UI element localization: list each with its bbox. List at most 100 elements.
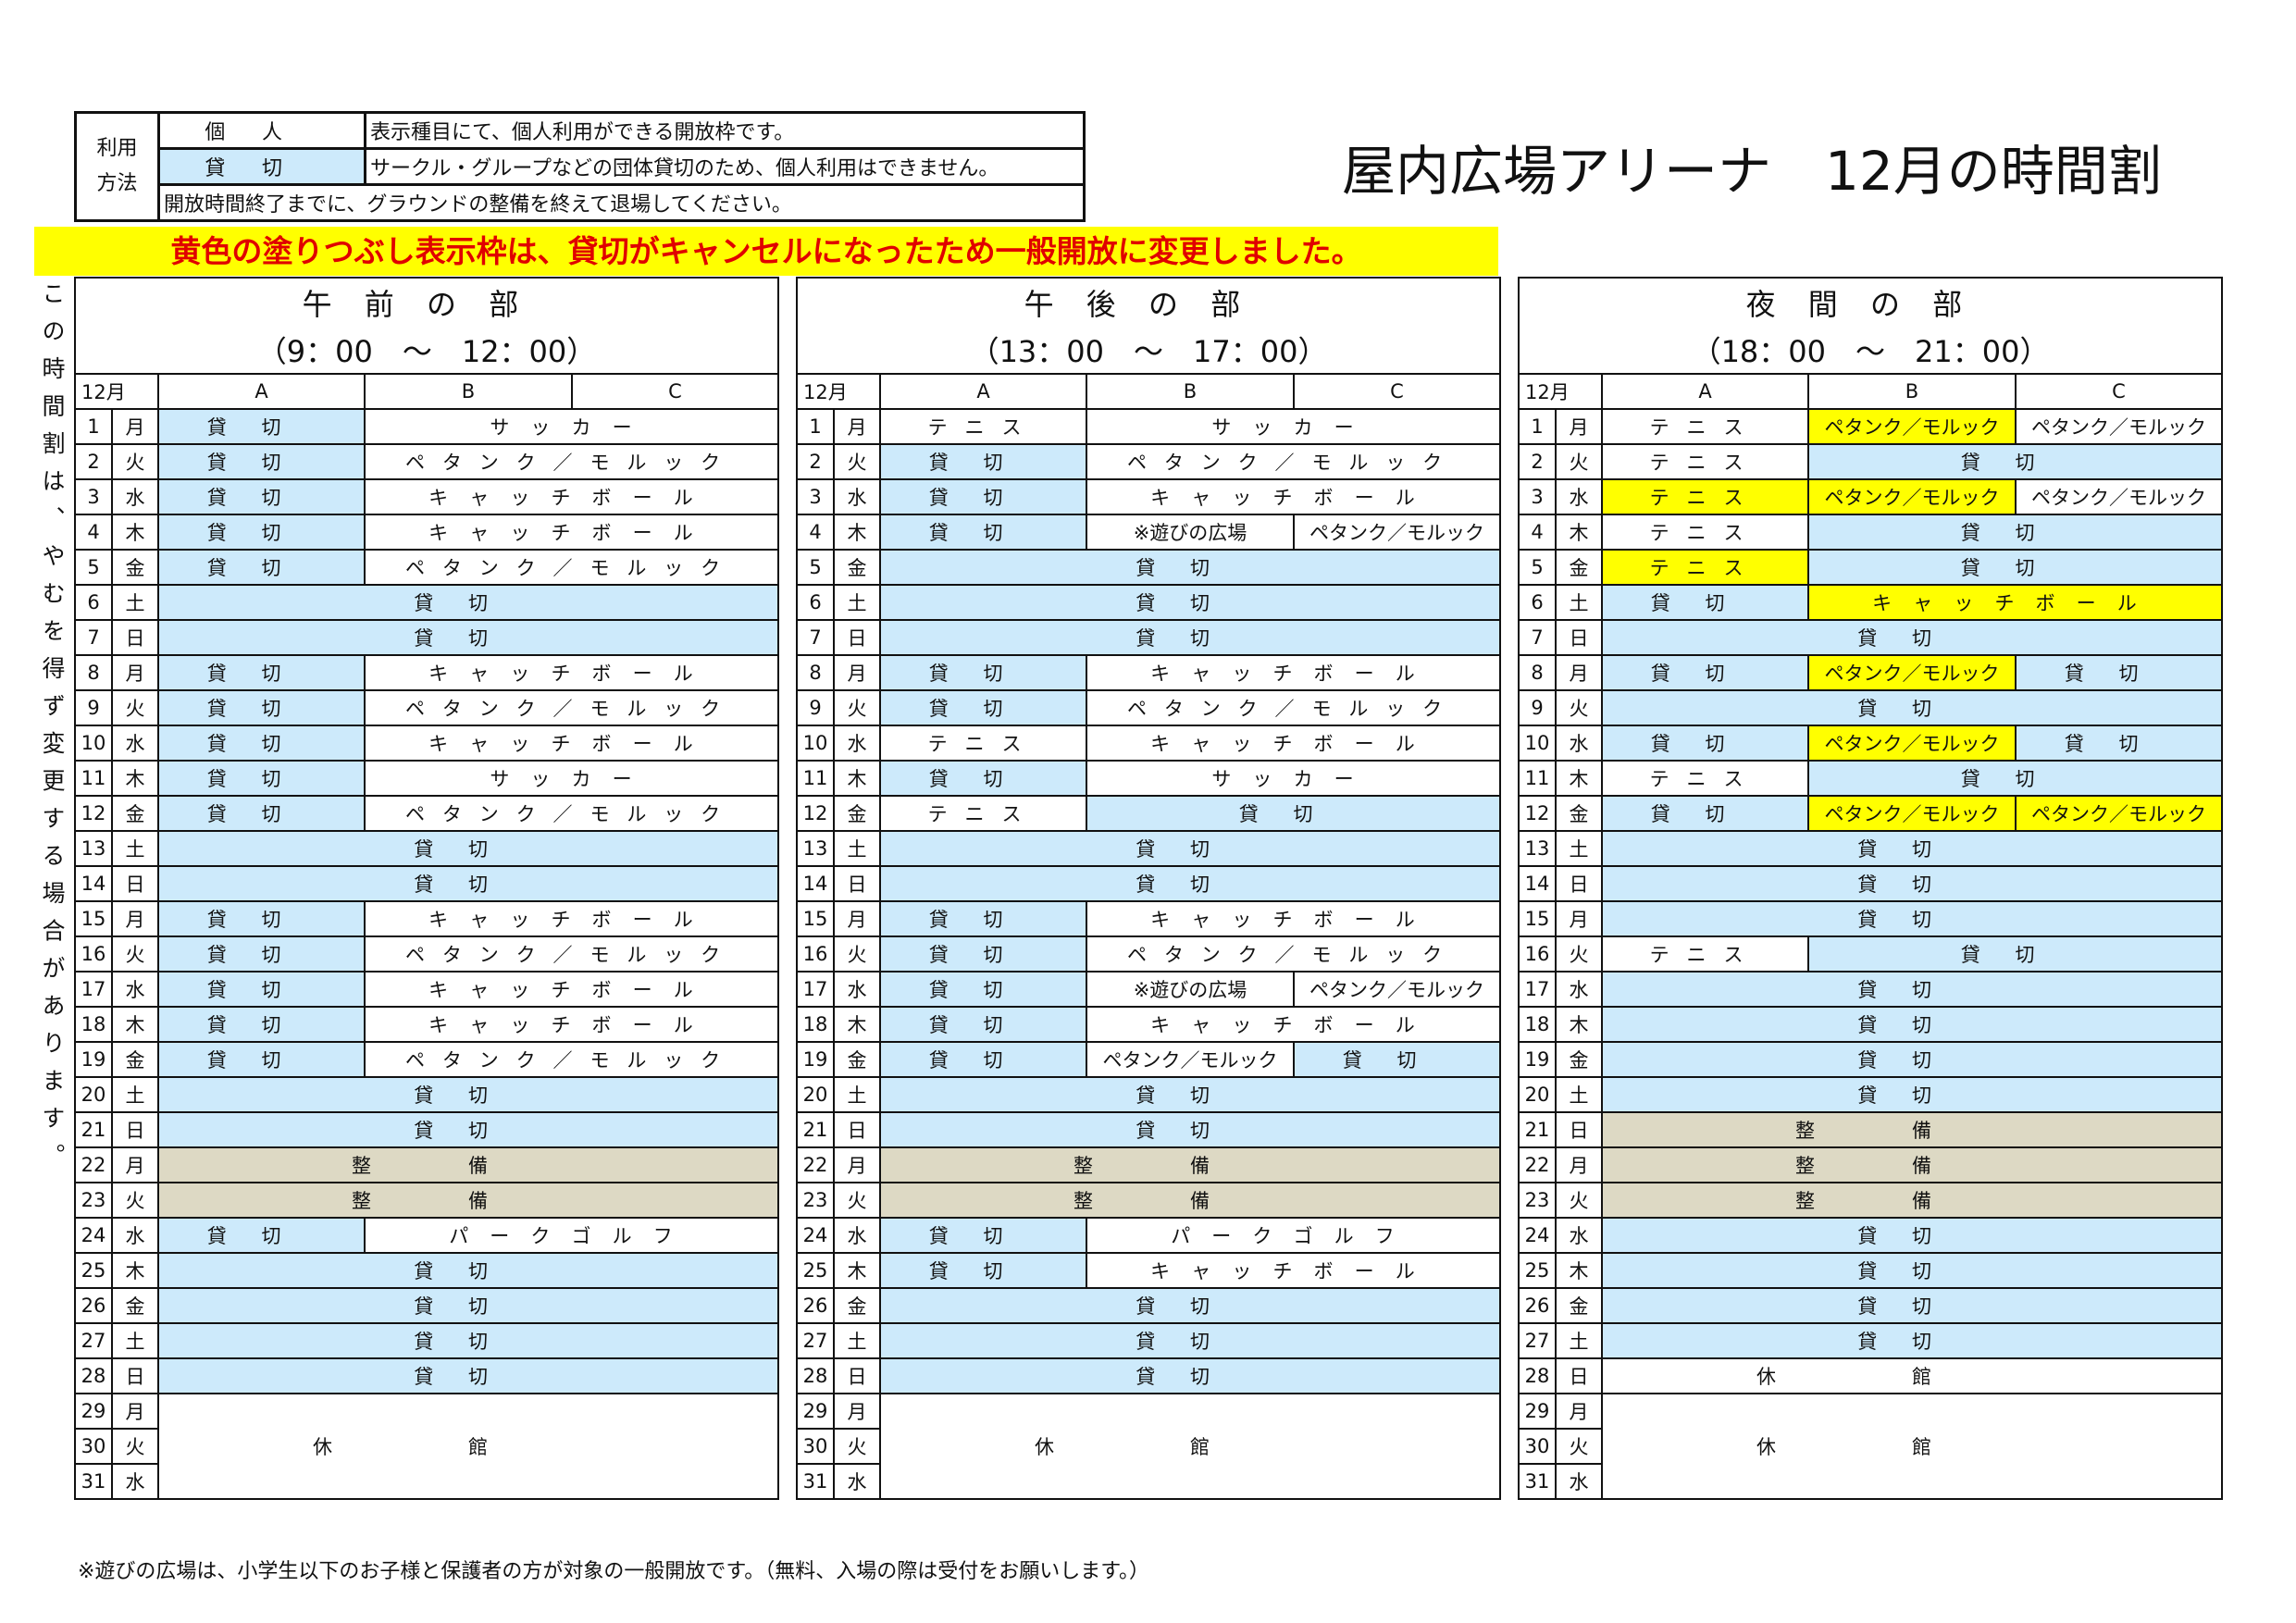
- table-row: 10 水貸切 ペタンク／モルック 貸切: [1518, 725, 2224, 762]
- table-row: 11 木貸切 サッカー: [74, 760, 780, 797]
- month-header: 12月: [74, 373, 159, 410]
- table-row: 22 月整備: [74, 1146, 780, 1183]
- table-row: 23 火整備: [1518, 1182, 2224, 1219]
- table-row: 22 月整備: [1518, 1146, 2224, 1183]
- schedule-cell: サッカー: [1085, 760, 1502, 797]
- day-of-week: 金: [833, 549, 881, 586]
- day-of-week: 水: [111, 725, 159, 762]
- day-number: 26: [796, 1287, 835, 1324]
- schedule-cell: テニス: [879, 408, 1087, 445]
- schedule-cell: 貸切: [1601, 654, 1809, 691]
- table-row: 17 水貸切: [1518, 971, 2224, 1008]
- schedule-cell: キャッチボール: [363, 478, 780, 515]
- schedule-cell: 整備: [1600, 1146, 2224, 1183]
- table-row: 31 水: [796, 1463, 1500, 1500]
- day-number: 4: [796, 514, 835, 551]
- day-of-week: 土: [1555, 1076, 1603, 1113]
- schedule-cell: テニス: [1601, 760, 1809, 797]
- schedule-cell: 貸切: [157, 760, 366, 797]
- section-name: 午後の部: [795, 277, 1502, 327]
- day-of-week: 火: [833, 1182, 881, 1219]
- schedule-cell: 貸切: [879, 478, 1087, 515]
- day-of-week: 土: [833, 1322, 881, 1359]
- table-row: 16 火貸切 ペタンク／モルック: [74, 935, 780, 973]
- schedule-cell: 貸切: [157, 689, 366, 726]
- day-number: 20: [1518, 1076, 1557, 1113]
- schedule-cell: 貸切: [157, 443, 366, 480]
- day-of-week: 月: [833, 1146, 881, 1183]
- day-number: 15: [74, 900, 113, 937]
- schedule-cell: キャッチボール: [1085, 478, 1502, 515]
- table-row: 17 水貸切 ※遊びの広場 ペタンク／モルック: [796, 971, 1502, 1008]
- day-number: 13: [74, 830, 113, 867]
- day-of-week: 木: [833, 760, 881, 797]
- schedule-cell: 貸切: [878, 619, 1502, 656]
- schedule-cell: 貸切: [1806, 514, 2224, 551]
- schedule-cell: 貸切: [878, 584, 1502, 621]
- court-header-a: A: [879, 373, 1087, 410]
- schedule-cell: 貸切: [879, 900, 1087, 937]
- day-number: 25: [74, 1252, 113, 1289]
- schedule-cell: 貸切: [2014, 654, 2224, 691]
- schedule-cell: サッカー: [363, 408, 780, 445]
- schedule-cell: ペタンク／モルック: [363, 443, 780, 480]
- schedule-cell: 貸切: [879, 1252, 1087, 1289]
- schedule-cell: 貸切: [156, 1322, 780, 1359]
- schedule-cell: 貸切: [879, 1041, 1087, 1078]
- schedule-cell: ペタンク／モルック: [2014, 408, 2224, 445]
- schedule-cell: 整備: [1600, 1111, 2224, 1148]
- schedule-cell: 貸切: [878, 830, 1502, 867]
- day-number: 24: [74, 1217, 113, 1254]
- day-number: 26: [74, 1287, 113, 1324]
- day-number: 25: [796, 1252, 835, 1289]
- day-number: 4: [1518, 514, 1557, 551]
- schedule-cell: 整備: [878, 1146, 1502, 1183]
- table-row: 7 日貸切: [796, 619, 1502, 656]
- schedule-cell: 休館: [1600, 1357, 2224, 1394]
- table-row: 26 金貸切: [1518, 1287, 2224, 1324]
- schedule-cell: 貸切: [157, 549, 366, 586]
- day-number: 1: [74, 408, 113, 445]
- schedule-cell: 貸切: [879, 1217, 1087, 1254]
- table-row: 24 水貸切: [1518, 1217, 2224, 1254]
- day-number: 16: [1518, 935, 1557, 973]
- schedule-cell: キャッチボール: [1085, 1252, 1502, 1289]
- day-number: 1: [796, 408, 835, 445]
- table-row: 23 火整備: [796, 1182, 1502, 1219]
- day-number: 14: [796, 865, 835, 902]
- day-of-week: 水: [1555, 478, 1603, 515]
- day-of-week: 火: [1555, 689, 1603, 726]
- schedule-cell: 貸切: [878, 865, 1502, 902]
- schedule-cell: ペタンク／モルック: [1807, 408, 2017, 445]
- day-number: 10: [74, 725, 113, 762]
- table-row: 14 日貸切: [796, 865, 1502, 902]
- schedule-cell: 貸切: [157, 654, 366, 691]
- day-number: 14: [1518, 865, 1557, 902]
- schedule-cell: 貸切: [157, 408, 366, 445]
- table-row: 20 土貸切: [1518, 1076, 2224, 1113]
- day-of-week: 木: [1555, 1006, 1603, 1043]
- day-of-week: 火: [1555, 1428, 1603, 1465]
- day-number: 29: [1518, 1393, 1557, 1430]
- day-number: 23: [796, 1182, 835, 1219]
- day-of-week: 日: [111, 865, 159, 902]
- day-of-week: 金: [1555, 795, 1603, 832]
- schedule-cell: ※遊びの広場: [1086, 514, 1295, 551]
- table-row: 9 火貸切: [1518, 689, 2224, 726]
- table-row: 3 水テニス ペタンク／モルック ペタンク／モルック: [1518, 478, 2224, 515]
- table-row: 24 水貸切 パークゴルフ: [74, 1217, 780, 1254]
- day-of-week: 土: [111, 1322, 159, 1359]
- schedule-cell: キャッチボール: [363, 514, 780, 551]
- table-row: 10 水テニス キャッチボール: [796, 725, 1502, 762]
- day-of-week: 月: [833, 1393, 881, 1430]
- schedule-cell: テニス: [1601, 514, 1809, 551]
- schedule-cell: サッカー: [363, 760, 780, 797]
- day-of-week: 日: [833, 619, 881, 656]
- schedule-cell: 貸切: [1600, 1006, 2224, 1043]
- day-number: 6: [796, 584, 835, 621]
- schedule-evening: 夜間の部 （18：00 ～ 21：00） 12月 A B C 1 月テニス ペタンク／モルックペ…: [1517, 277, 2224, 1500]
- day-number: 27: [796, 1322, 835, 1359]
- schedule-cell: 貸切: [1600, 1252, 2224, 1289]
- schedule-cell: 貸切: [1600, 971, 2224, 1008]
- schedule-cell: 貸切: [1600, 1287, 2224, 1324]
